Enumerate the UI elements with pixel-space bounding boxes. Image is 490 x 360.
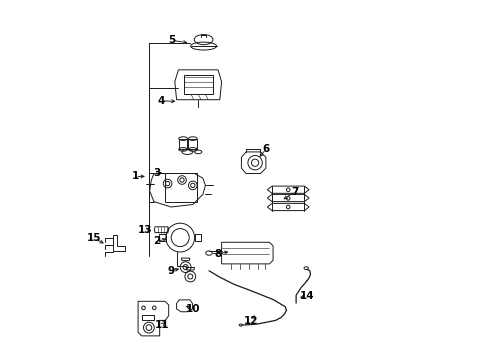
Text: 6: 6 bbox=[262, 144, 270, 154]
Text: 13: 13 bbox=[138, 225, 152, 235]
Text: 5: 5 bbox=[168, 35, 175, 45]
Text: 11: 11 bbox=[155, 320, 170, 330]
Text: 1: 1 bbox=[132, 171, 139, 181]
Text: 2: 2 bbox=[153, 236, 160, 246]
Text: 12: 12 bbox=[244, 316, 259, 326]
Text: 15: 15 bbox=[87, 233, 102, 243]
Text: 7: 7 bbox=[292, 186, 299, 197]
Text: 3: 3 bbox=[153, 168, 160, 178]
Text: 8: 8 bbox=[215, 249, 221, 259]
Text: 14: 14 bbox=[299, 291, 314, 301]
Text: 4: 4 bbox=[158, 96, 165, 106]
Text: 9: 9 bbox=[168, 266, 175, 276]
Text: 10: 10 bbox=[186, 304, 200, 314]
